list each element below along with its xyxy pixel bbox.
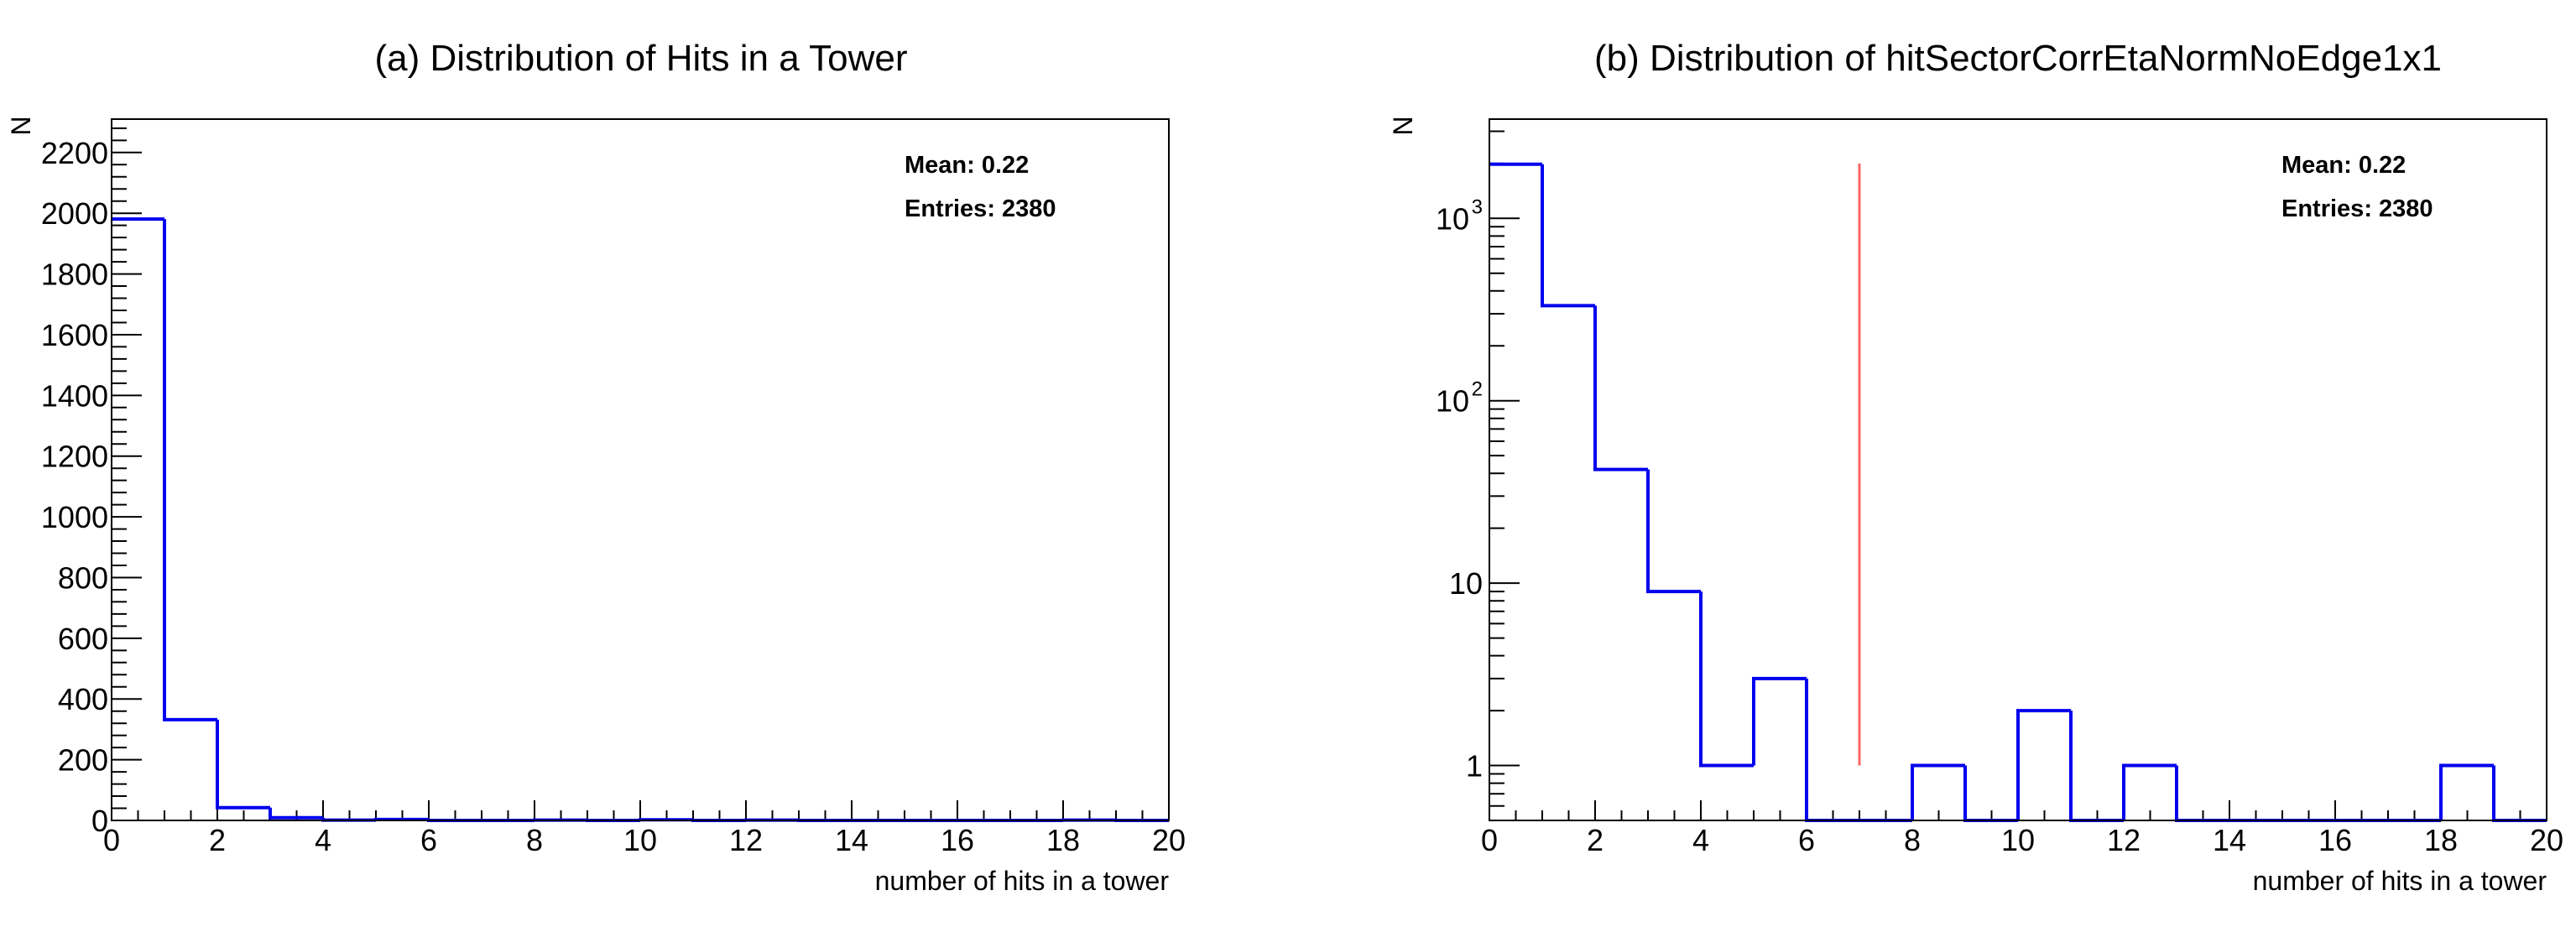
x-tick-label: 8 [526,823,543,857]
stats-entries: Entries: 2380 [2281,195,2433,222]
histogram-bin [2439,763,2494,820]
y-tick-label: 0 [91,804,108,838]
x-tick-label: 20 [2530,823,2563,857]
histogram-bin [2016,709,2071,820]
y-tick-label: 800 [58,560,108,595]
x-tick-label: 0 [1481,823,1498,857]
histogram-bin [2069,711,2124,822]
x-tick-label: 18 [2424,823,2458,857]
x-tick-label: 6 [420,823,437,857]
histogram-bin [1752,676,1807,766]
y-tick-label: 10 [1436,201,1469,236]
y-tick-label: 600 [58,622,108,656]
histogram-bin [1646,469,1701,594]
x-tick-label: 18 [1046,823,1080,857]
y-axis-label: N [1388,116,1418,135]
x-tick-label: 2 [209,823,226,857]
x-tick-label: 2 [1587,823,1603,857]
y-tick-label: 1400 [41,378,108,413]
x-tick-label: 16 [941,823,974,857]
plot-frame [111,118,1170,821]
x-tick-label: 4 [315,823,331,857]
y-tick-label: 200 [58,743,108,778]
x-tick-label: 4 [1692,823,1709,857]
histogram-bin [1541,164,1595,308]
y-tick-exponent: 2 [1472,378,1483,401]
stats-mean: Mean: 0.22 [905,152,1029,179]
chart-title: (b) Distribution of hitSectorCorrEtaNorm… [1594,38,2442,79]
y-tick-label: 1800 [41,258,108,292]
histogram-bin [163,219,217,721]
stats-mean: Mean: 0.22 [2281,152,2406,179]
histogram-bin [269,807,323,820]
x-tick-label: 20 [1152,823,1186,857]
y-tick-label: 10 [1436,384,1469,419]
plot-frame [1489,118,2547,821]
y-tick-label: 400 [58,682,108,716]
axis-ticks: 0 2 4 6 8 10 12 14 16 18 2002004006008001000120014… [41,127,1186,857]
y-tick-label: 2000 [41,196,108,231]
x-tick-label: 14 [2213,823,2246,857]
y-tick-label: 2200 [41,136,108,170]
x-tick-label: 14 [835,823,868,857]
y-axis-label: N [6,116,36,135]
y-tick-label: 1 [1466,749,1483,784]
chart-title: (a) Distribution of Hits in a Tower [375,38,908,79]
histogram-bins [112,217,1169,822]
histogram-bin [1805,678,1859,822]
histogram-bin [216,719,270,810]
x-tick-label: 10 [623,823,657,857]
histogram-panel-b: (b) Distribution of hitSectorCorrEtaNorm… [1388,38,2563,896]
y-tick-label: 10 [1449,566,1483,601]
histogram-bin [1699,591,1754,768]
y-tick-label: 1000 [41,500,108,534]
x-tick-label: 10 [2001,823,2035,857]
x-tick-label: 8 [1904,823,1921,857]
x-tick-label: 0 [103,823,120,857]
histogram-bin [2122,763,2177,820]
stats-entries: Entries: 2380 [905,195,1056,222]
y-tick-label: 1200 [41,440,108,474]
y-tick-label: 1600 [41,318,108,352]
histogram-bin [1911,763,1965,820]
x-axis-label: number of hits in a tower [2253,866,2547,896]
x-tick-label: 12 [2107,823,2141,857]
histogram-bins [1489,162,2547,822]
y-tick-exponent: 3 [1472,195,1483,218]
histogram-panel-a: (a) Distribution of Hits in a Tower N nu… [6,38,1186,896]
x-tick-label: 12 [729,823,763,857]
x-tick-label: 16 [2318,823,2352,857]
histogram-bin [1593,305,1648,471]
x-axis-label: number of hits in a tower [875,866,1170,896]
x-tick-label: 6 [1798,823,1815,857]
